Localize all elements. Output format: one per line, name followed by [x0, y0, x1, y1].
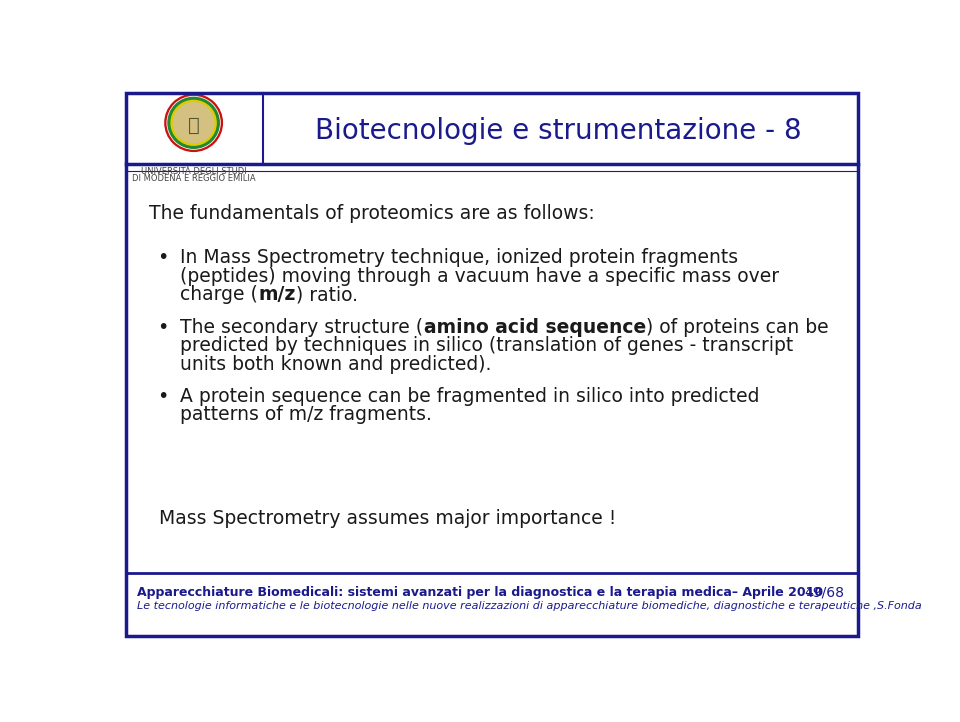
Text: Biotecnologie e strumentazione - 8: Biotecnologie e strumentazione - 8	[315, 117, 802, 145]
Text: The secondary structure (: The secondary structure (	[180, 318, 423, 336]
Text: A protein sequence can be fragmented in silico into predicted: A protein sequence can be fragmented in …	[180, 387, 760, 406]
Text: •: •	[156, 387, 168, 406]
Ellipse shape	[173, 102, 214, 144]
Text: The fundamentals of proteomics are as follows:: The fundamentals of proteomics are as fo…	[150, 204, 595, 222]
Text: ) ratio.: ) ratio.	[296, 285, 358, 304]
Text: ⛪: ⛪	[188, 116, 200, 134]
Ellipse shape	[167, 97, 220, 149]
Text: ) of proteins can be: ) of proteins can be	[646, 318, 828, 336]
Text: charge (: charge (	[180, 285, 258, 304]
Text: amino acid sequence: amino acid sequence	[423, 318, 646, 336]
Text: UNIVERSITÀ DEGLI STUDI: UNIVERSITÀ DEGLI STUDI	[141, 167, 247, 175]
Ellipse shape	[170, 100, 217, 146]
Text: Apparecchiature Biomedicali: sistemi avanzati per la diagnostica e la terapia me: Apparecchiature Biomedicali: sistemi ava…	[137, 586, 823, 599]
Text: Mass Spectrometry assumes major importance !: Mass Spectrometry assumes major importan…	[158, 508, 616, 528]
Ellipse shape	[166, 96, 221, 149]
Text: (peptides) moving through a vacuum have a specific mass over: (peptides) moving through a vacuum have …	[180, 267, 780, 286]
Text: units both known and predicted).: units both known and predicted).	[180, 355, 492, 373]
Text: •: •	[156, 318, 168, 336]
Text: DI MODENA E REGGIO EMILIA: DI MODENA E REGGIO EMILIA	[132, 174, 255, 183]
Text: •: •	[156, 248, 168, 267]
Ellipse shape	[164, 94, 223, 152]
Text: Le tecnologie informatiche e le biotecnologie nelle nuove realizzazioni di appar: Le tecnologie informatiche e le biotecno…	[137, 601, 922, 611]
Text: m/z: m/z	[258, 285, 296, 304]
Text: 49/68: 49/68	[804, 586, 845, 599]
Text: predicted by techniques in silico (translation of genes - transcript: predicted by techniques in silico (trans…	[180, 336, 794, 355]
Text: patterns of m/z fragments.: patterns of m/z fragments.	[180, 406, 432, 425]
Text: In Mass Spectrometry technique, ionized protein fragments: In Mass Spectrometry technique, ionized …	[180, 248, 738, 267]
